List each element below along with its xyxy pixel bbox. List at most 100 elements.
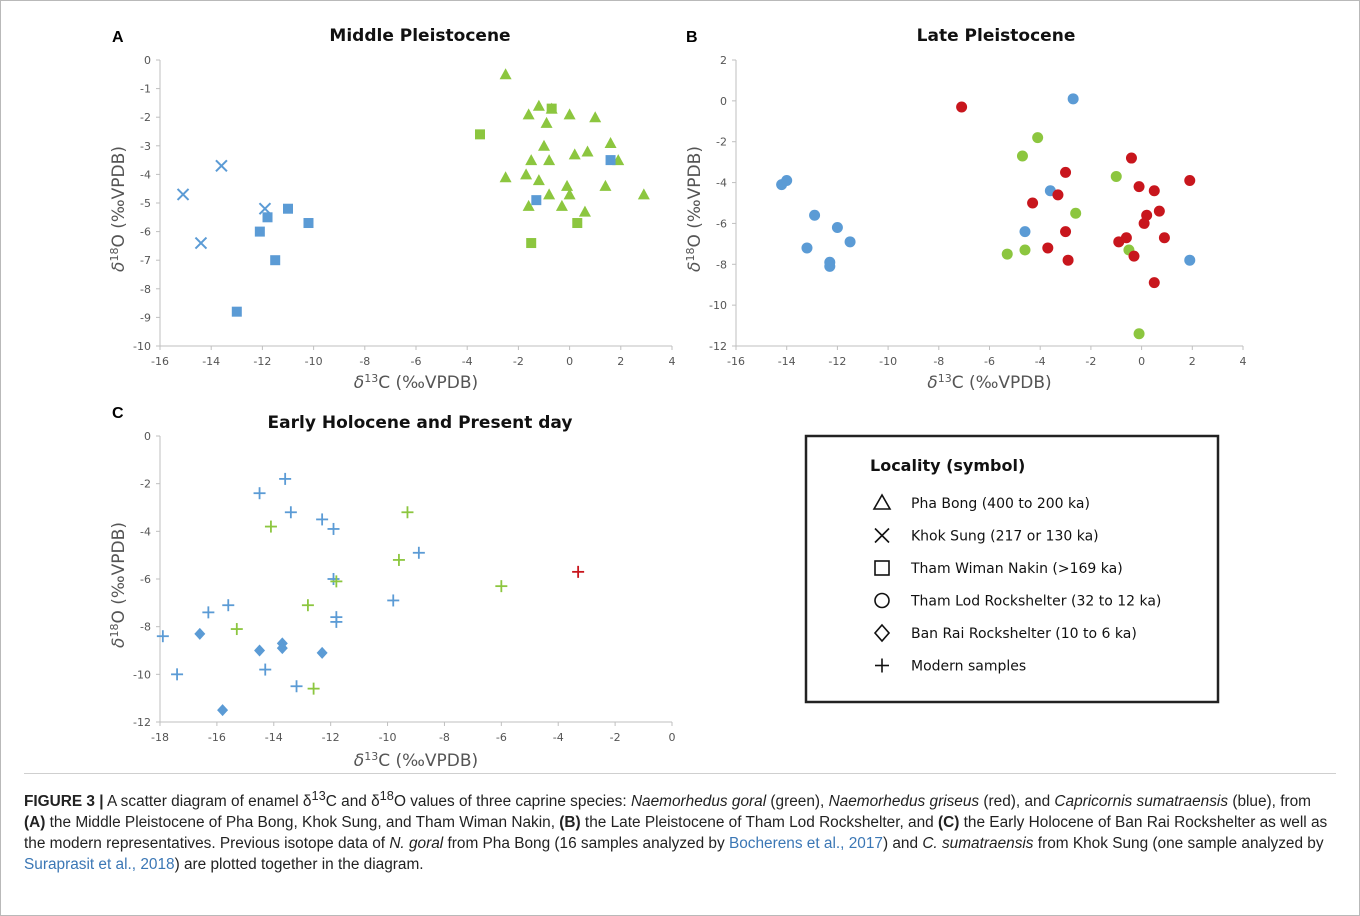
data-point-plus <box>264 520 277 533</box>
data-point-plus <box>387 594 400 607</box>
legend-symbol-circle <box>874 592 890 609</box>
data-point-triangle <box>520 168 533 180</box>
y-tick-label: 0 <box>720 95 727 108</box>
data-point-circle <box>1113 236 1125 248</box>
y-tick-label: 0 <box>144 54 151 67</box>
y-tick-label: -8 <box>140 283 151 296</box>
caption-text: (green), <box>766 793 829 811</box>
data-point-circle <box>1133 328 1145 340</box>
data-point-circle <box>1067 93 1079 105</box>
data-point-circle <box>1138 217 1150 229</box>
caption-text: A scatter diagram of enamel δ <box>103 793 312 811</box>
y-tick-label: -7 <box>140 254 151 267</box>
data-point-circle <box>1158 232 1170 244</box>
x-tick-label: -12 <box>322 731 340 744</box>
x-axis-title: δ13C (‰VPDB) <box>927 372 1051 394</box>
data-point-plus <box>330 575 343 588</box>
caption-species: C. sumatraensis <box>922 835 1034 853</box>
x-tick-label: 4 <box>669 355 676 368</box>
y-tick-label: -3 <box>140 140 151 153</box>
x-tick-label: -8 <box>359 355 370 368</box>
data-point-circle <box>1060 166 1072 178</box>
data-point-circle <box>1019 244 1031 256</box>
data-point-circle <box>1060 226 1072 238</box>
x-tick-label: -14 <box>265 731 283 744</box>
caption-species: N. goral <box>389 835 444 853</box>
data-point-triangle <box>499 171 512 183</box>
data-point-plus <box>171 668 184 681</box>
data-point-plus <box>284 506 297 519</box>
data-point-triangle <box>599 179 612 191</box>
data-point-circle <box>1062 254 1074 266</box>
data-point-triangle <box>581 145 594 157</box>
caption-panel-ref: (C) <box>937 814 960 832</box>
data-point-circle <box>1052 189 1064 201</box>
y-tick-label: -10 <box>133 340 151 353</box>
data-point-plus <box>307 682 320 695</box>
data-point-circle <box>831 222 843 234</box>
plots-group: 0-1-2-3-4-5-6-7-8-9-10-16 -14 -12 -10 -8 -6 -4… <box>108 54 1247 770</box>
data-point-square <box>270 255 281 266</box>
x-tick-label: -12 <box>253 355 271 368</box>
legend-items: Pha Bong (400 to 200 ka) Khok Sung (217 o… <box>872 493 1161 675</box>
data-point-circle <box>1032 132 1044 144</box>
legend-label: Pha Bong (400 to 200 ka) <box>911 496 1090 512</box>
y-tick-label: -5 <box>140 197 151 210</box>
figure-caption: FIGURE 3 | A scatter diagram of enamel δ… <box>24 785 1336 875</box>
x-tick-label: -6 <box>496 731 507 744</box>
panel-title-c: Early Holocene and Present day <box>268 413 573 433</box>
data-point-circle <box>1042 242 1054 254</box>
y-tick-label: -2 <box>716 136 727 149</box>
legend: Locality (symbol) Pha Bong (400 to 200 k… <box>804 434 1220 704</box>
y-tick-label: -4 <box>140 525 151 538</box>
data-point-plus <box>279 472 292 485</box>
data-point-plus <box>572 565 585 578</box>
data-point-circle <box>1184 254 1196 266</box>
x-tick-label: -2 <box>1085 355 1096 368</box>
data-point-circle <box>1184 175 1196 187</box>
legend-label: Tham Lod Rockshelter (32 to 12 ka) <box>910 594 1161 610</box>
y-tick-label: -6 <box>140 226 151 239</box>
caption-citation-link[interactable]: Suraprasit et al., 2018 <box>24 856 175 874</box>
caption-text: the Early Holocene of Ban Rai Rockshelte… <box>24 814 1328 853</box>
y-tick-label: -6 <box>716 217 727 230</box>
y-tick-label: -12 <box>709 340 727 353</box>
data-point-cross-stroke <box>215 159 228 173</box>
legend-title: Locality (symbol) <box>870 456 1025 475</box>
caption-text: from Pha Bong (16 samples analyzed by <box>443 835 729 853</box>
legend-label: Khok Sung (217 or 130 ka) <box>911 529 1099 545</box>
y-tick-label: -6 <box>140 573 151 586</box>
data-point-circle <box>1148 277 1160 289</box>
data-point-circle <box>1128 250 1140 262</box>
y-tick-label: 0 <box>144 430 151 443</box>
data-point-square <box>572 218 583 229</box>
x-tick-label: -8 <box>439 731 450 744</box>
data-point-triangle <box>561 179 574 191</box>
x-tick-label: -10 <box>879 355 897 368</box>
x-tick-label: -16 <box>727 355 745 368</box>
data-point-diamond <box>254 644 266 657</box>
caption-panel-ref: (B) <box>559 814 581 832</box>
data-point-triangle <box>532 99 545 111</box>
x-tick-label: -4 <box>1035 355 1046 368</box>
data-point-square_extra <box>531 195 542 206</box>
data-point-circle <box>801 242 813 254</box>
x-tick-label: 2 <box>617 355 624 368</box>
legend-label: Ban Rai Rockshelter (10 to 6 ka) <box>911 626 1137 642</box>
data-point-circle <box>1133 181 1145 193</box>
x-tick-label: -4 <box>462 355 473 368</box>
x-tick-label: 2 <box>1189 355 1196 368</box>
data-point-square <box>303 218 314 229</box>
panel-title-a: Middle Pleistocene <box>329 26 510 46</box>
plot-b: 20-2-4-6-8-10-12-16 -14 -12 -10 -8 -6 -4 -2 0 2 4 <box>709 54 1246 368</box>
data-point-circle <box>1125 152 1137 164</box>
y-tick-label: -10 <box>709 299 727 312</box>
caption-citation-link[interactable]: Bocherens et al., 2017 <box>728 835 883 853</box>
legend-symbol-square <box>874 560 890 576</box>
data-point-circle <box>1153 205 1165 217</box>
x-tick-label: 0 <box>566 355 573 368</box>
data-point-triangle <box>563 108 576 120</box>
caption-text: the Middle Pleistocene of Pha Bong, Khok… <box>45 814 560 832</box>
legend-label: Modern samples <box>911 659 1026 675</box>
caption-text: (blue), from <box>1228 793 1312 811</box>
